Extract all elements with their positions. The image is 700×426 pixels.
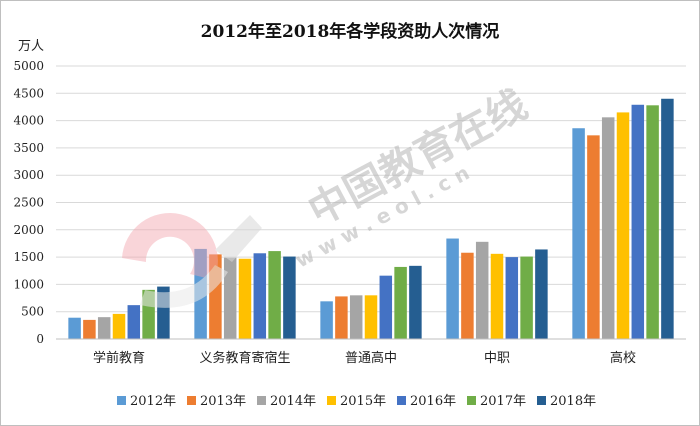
y-axis-ticks: 0 500 1000 1500 2000 2500 3000 3500 4000 4500 5000 xyxy=(13,59,44,346)
y-axis-unit: 万人 xyxy=(18,39,44,54)
legend-label: 2015年 xyxy=(340,394,386,409)
bar xyxy=(394,266,407,339)
x-tick-label: 中职 xyxy=(484,351,510,366)
bar xyxy=(446,238,459,339)
y-tick-label: 1500 xyxy=(13,250,44,264)
bar xyxy=(535,249,548,339)
legend-swatch xyxy=(187,396,196,405)
legend-label: 2013年 xyxy=(200,394,246,409)
bar xyxy=(409,265,422,339)
y-tick-label: 4500 xyxy=(13,86,44,100)
legend-swatch xyxy=(327,396,336,405)
bar xyxy=(97,317,111,339)
bar xyxy=(461,252,474,339)
bar xyxy=(661,98,674,339)
x-tick-label: 义务教育寄宿生 xyxy=(199,350,290,366)
legend-swatch xyxy=(257,396,266,405)
legend-label: 2016年 xyxy=(410,394,456,409)
bar xyxy=(364,295,378,339)
bar xyxy=(601,117,615,339)
legend-label: 2017年 xyxy=(480,394,526,409)
legend-swatch xyxy=(117,396,126,405)
bar xyxy=(490,253,504,339)
bar xyxy=(68,317,81,339)
legend-label: 2012年 xyxy=(130,394,176,409)
eol-logo xyxy=(122,213,262,308)
bar xyxy=(379,275,393,339)
bar xyxy=(253,253,267,339)
bar xyxy=(572,128,585,339)
bar xyxy=(349,295,363,339)
y-tick-label: 2500 xyxy=(13,196,44,210)
y-tick-label: 5000 xyxy=(13,59,44,73)
bar xyxy=(320,301,333,339)
y-tick-label: 3000 xyxy=(13,168,44,182)
legend-swatch xyxy=(467,396,476,405)
bar xyxy=(505,257,519,339)
x-tick-label: 高校 xyxy=(610,350,636,366)
bar xyxy=(335,296,348,339)
x-axis-ticks: 学前教育 义务教育寄宿生 普通高中 中职 高校 xyxy=(93,350,636,366)
bar xyxy=(283,256,296,339)
chart-title: 2012年至2018年各学段资助人次情况 xyxy=(201,21,500,42)
y-tick-label: 0 xyxy=(36,332,44,346)
legend: 2012年 2013年 2014年 2015年 2016年 2017年 2018年 xyxy=(117,394,596,409)
bars xyxy=(68,98,674,340)
legend-label: 2018年 xyxy=(550,394,596,409)
bar xyxy=(83,319,96,339)
legend-swatch xyxy=(537,396,546,405)
y-tick-label: 4000 xyxy=(13,114,44,128)
bar xyxy=(268,251,281,339)
bar xyxy=(223,257,237,339)
legend-swatch xyxy=(397,396,406,405)
x-tick-label: 学前教育 xyxy=(93,350,145,366)
y-tick-label: 500 xyxy=(21,305,44,319)
legend-label: 2014年 xyxy=(270,394,316,409)
bar xyxy=(127,305,141,339)
bar xyxy=(112,313,126,339)
y-tick-label: 2000 xyxy=(13,223,44,237)
x-tick-label: 普通高中 xyxy=(345,350,397,366)
y-tick-label: 1000 xyxy=(13,277,44,291)
bar xyxy=(631,104,645,340)
bar xyxy=(520,256,533,339)
bar xyxy=(646,105,659,339)
bar xyxy=(475,241,489,339)
watermark-text: 中国教育在线 xyxy=(301,82,535,235)
y-tick-label: 3500 xyxy=(13,141,44,155)
bar xyxy=(616,112,630,339)
bar xyxy=(238,258,252,339)
bar xyxy=(587,135,600,339)
